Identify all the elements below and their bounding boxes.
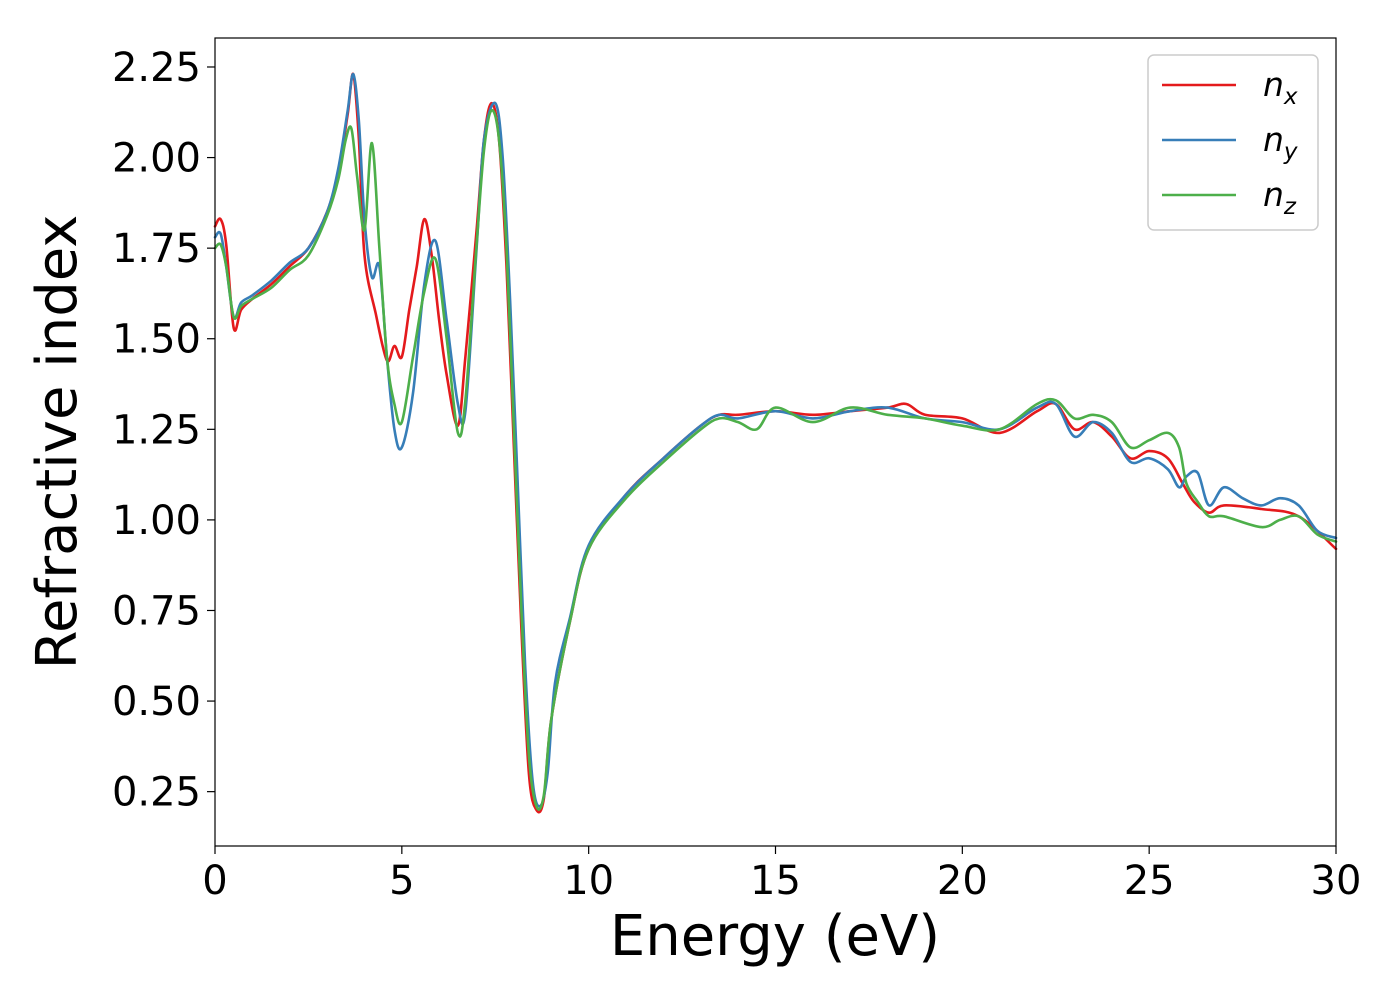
x-axis-title: Energy (eV) — [610, 904, 940, 969]
y-tick-label: 1.75 — [112, 226, 201, 272]
y-axis: 0.25 0.50 0.75 1.00 1.25 1.50 1.75 2.00 2.25 — [112, 45, 215, 816]
x-tick-label: 10 — [563, 858, 614, 904]
x-tick-label: 25 — [1124, 858, 1175, 904]
series-line-z — [213, 108, 1338, 811]
y-tick-label: 2.25 — [112, 45, 201, 91]
x-tick-label: 5 — [389, 858, 414, 904]
y-axis-title: Refractive index — [25, 215, 90, 670]
y-tick-label: 0.25 — [112, 770, 201, 816]
y-tick-label: 0.50 — [112, 679, 201, 725]
x-tick-label: 30 — [1311, 858, 1362, 904]
y-tick-label: 2.00 — [112, 136, 201, 182]
x-tick-label: 0 — [202, 858, 227, 904]
x-tick-label: 15 — [750, 858, 801, 904]
y-tick-label: 1.00 — [112, 498, 201, 544]
y-tick-label: 1.25 — [112, 407, 201, 453]
y-tick-label: 0.75 — [112, 588, 201, 634]
series-layer — [213, 72, 1338, 814]
x-tick-label: 20 — [937, 858, 988, 904]
legend-label-y: ny — [1263, 120, 1298, 165]
x-axis: 0 5 10 15 20 25 30 — [202, 846, 1361, 904]
series-line-y — [213, 72, 1338, 808]
legend-frame — [1147, 54, 1319, 231]
y-tick-label: 1.50 — [112, 317, 201, 363]
